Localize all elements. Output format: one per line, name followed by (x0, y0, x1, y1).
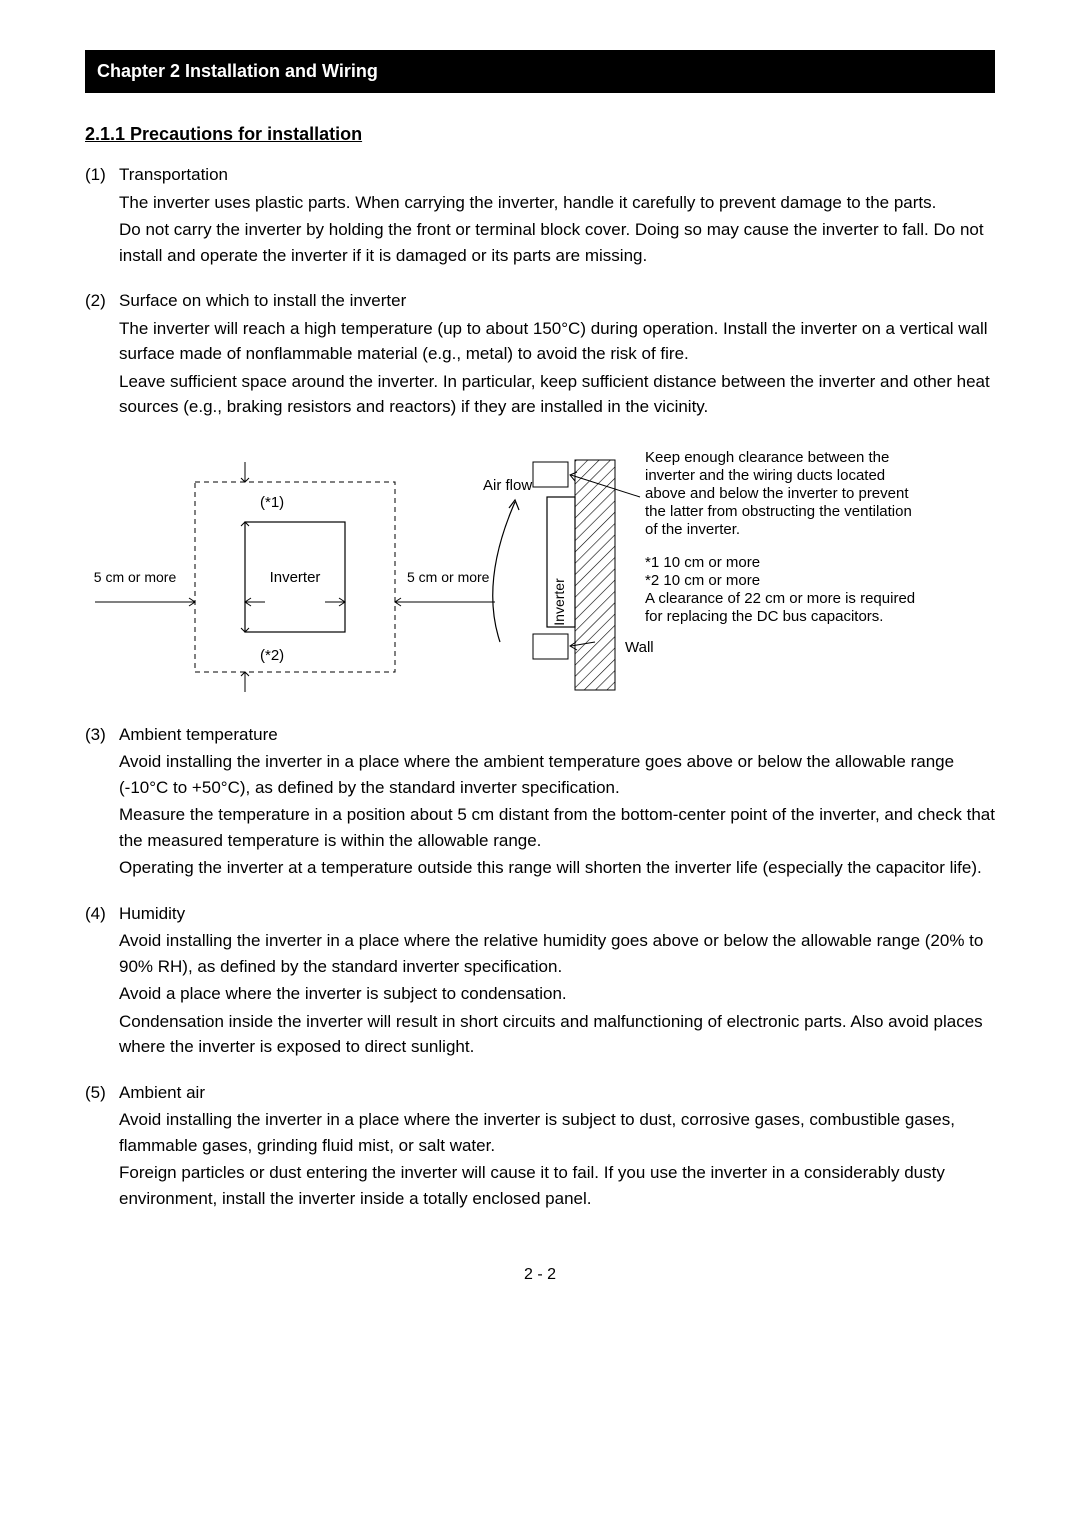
item-body: HumidityAvoid installing the inverter in… (119, 901, 995, 1062)
item-paragraph: Avoid installing the inverter in a place… (119, 1107, 995, 1158)
item-title: Ambient temperature (119, 722, 995, 748)
item-number: (5) (85, 1080, 119, 1214)
item-paragraph: Measure the temperature in a position ab… (119, 802, 995, 853)
item-title: Humidity (119, 901, 995, 927)
item: (1)TransportationThe inverter uses plast… (85, 162, 995, 270)
item-title: Ambient air (119, 1080, 995, 1106)
item: (4)HumidityAvoid installing the inverter… (85, 901, 995, 1062)
item: (3)Ambient temperatureAvoid installing t… (85, 722, 995, 883)
item-number: (4) (85, 901, 119, 1062)
item-body: TransportationThe inverter uses plastic … (119, 162, 995, 270)
item-paragraph: Avoid installing the inverter in a place… (119, 749, 995, 800)
note-line-4: of the inverter. (645, 521, 740, 538)
note2-line-1: *2 10 cm or more (645, 572, 760, 589)
item-number: (3) (85, 722, 119, 883)
note-line-1: inverter and the wiring ducts located (645, 467, 885, 484)
airflow-label: Air flow (483, 477, 532, 494)
side-inverter-label: Inverter (551, 577, 567, 625)
note2-line-3: for replacing the DC bus capacitors. (645, 608, 883, 625)
left-clearance-label: 5 cm or more (94, 569, 177, 585)
item: (2)Surface on which to install the inver… (85, 288, 995, 422)
item-title: Surface on which to install the inverter (119, 288, 995, 314)
note-line-0: Keep enough clearance between the (645, 449, 889, 466)
inverter-label: Inverter (270, 569, 321, 586)
item: (5)Ambient airAvoid installing the inver… (85, 1080, 995, 1214)
item-body: Ambient temperatureAvoid installing the … (119, 722, 995, 883)
item-paragraph: Foreign particles or dust entering the i… (119, 1160, 995, 1211)
note2-line-0: *1 10 cm or more (645, 554, 760, 571)
bottom-mark: (*2) (260, 647, 284, 664)
chapter-header: Chapter 2 Installation and Wiring (85, 50, 995, 93)
page-number: 2 - 2 (85, 1263, 995, 1287)
note-line-2: above and below the inverter to prevent (645, 485, 909, 502)
item-paragraph: The inverter will reach a high temperatu… (119, 316, 995, 367)
item-paragraph: Avoid installing the inverter in a place… (119, 928, 995, 979)
note2-line-2: A clearance of 22 cm or more is required (645, 590, 915, 607)
item-body: Ambient airAvoid installing the inverter… (119, 1080, 995, 1214)
item-body: Surface on which to install the inverter… (119, 288, 995, 422)
item-paragraph: Avoid a place where the inverter is subj… (119, 981, 995, 1007)
top-mark: (*1) (260, 494, 284, 511)
item-paragraph: The inverter uses plastic parts. When ca… (119, 190, 995, 216)
item-number: (1) (85, 162, 119, 270)
note-line-3: the latter from obstructing the ventilat… (645, 503, 912, 520)
item-number: (2) (85, 288, 119, 422)
section-title: 2.1.1 Precautions for installation (85, 121, 995, 148)
item-paragraph: Condensation inside the inverter will re… (119, 1009, 995, 1060)
right-clearance-label: 5 cm or more (407, 569, 490, 585)
item-title: Transportation (119, 162, 995, 188)
item-paragraph: Do not carry the inverter by holding the… (119, 217, 995, 268)
wall-label: Wall (625, 639, 654, 656)
clearance-diagram: Inverter (*1) (*2) 5 cm or more 5 cm or … (85, 442, 995, 702)
item-paragraph: Leave sufficient space around the invert… (119, 369, 995, 420)
item-paragraph: Operating the inverter at a temperature … (119, 855, 995, 881)
